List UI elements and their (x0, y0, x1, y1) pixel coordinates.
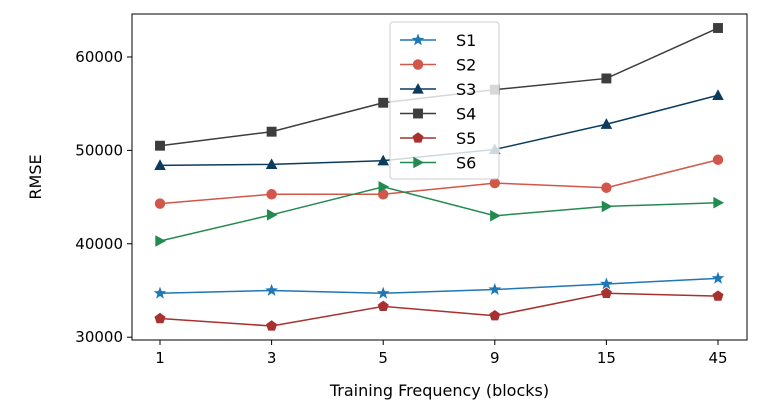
data-point-s6-3 (266, 209, 278, 221)
series-s6 (155, 181, 725, 247)
legend-label: S6 (456, 154, 476, 173)
x-tick-label: 5 (378, 349, 388, 367)
x-tick-label: 9 (490, 349, 500, 367)
data-point-s3-45 (712, 89, 724, 100)
data-point-s1-15 (600, 277, 613, 290)
data-point-s6-15 (601, 200, 613, 213)
data-point-s2-9 (489, 177, 501, 189)
series-line-s1 (159, 277, 719, 295)
data-point-s2-45 (712, 154, 724, 165)
data-point-s5-3 (266, 320, 278, 331)
data-point-s3-3 (265, 158, 278, 170)
legend-label: S3 (456, 80, 476, 99)
data-point-s2-15 (601, 182, 612, 193)
data-point-s6-45 (713, 196, 725, 209)
data-point-s4-15 (601, 73, 612, 84)
data-point-s6-9 (490, 209, 501, 222)
data-point-s2-3 (266, 189, 277, 200)
legend-label: S2 (456, 56, 476, 75)
data-point-s4-3 (266, 126, 277, 137)
data-point-s1-3 (265, 283, 278, 296)
series-line-s2 (159, 158, 719, 205)
data-point-s1-45 (711, 271, 725, 284)
series-s1 (153, 271, 725, 299)
data-point-s3-1 (154, 159, 166, 170)
data-point-s1-1 (153, 286, 167, 299)
legend-entry-s5: S5 (400, 129, 476, 148)
legend-marker-s6 (413, 156, 425, 169)
y-tick-label: 60000 (75, 48, 123, 66)
x-tick-label: 15 (597, 349, 616, 367)
series-s5 (154, 287, 724, 331)
data-point-s5-15 (600, 287, 612, 298)
data-point-s3-15 (600, 118, 613, 129)
x-tick-label: 45 (708, 349, 727, 367)
legend-label: S5 (456, 129, 476, 148)
legend-entry-s4: S4 (400, 105, 476, 124)
data-point-s2-1 (154, 198, 166, 209)
data-point-s4-45 (713, 23, 723, 33)
legend-entry-s6: S6 (400, 154, 476, 173)
data-point-s1-9 (488, 282, 502, 295)
data-point-s5-1 (154, 312, 166, 324)
data-point-s5-5 (377, 300, 389, 312)
y-axis-label: RMSE (26, 154, 45, 199)
plot-frame (131, 13, 748, 341)
data-point-s5-45 (712, 290, 724, 301)
data-point-s6-1 (155, 235, 167, 247)
legend-label: S1 (456, 31, 476, 50)
series-s2 (154, 154, 724, 209)
y-tick-label: 40000 (75, 235, 123, 253)
legend-marker-s1 (411, 33, 425, 46)
y-tick-label: 50000 (75, 141, 123, 159)
legend-entry-s2: S2 (400, 56, 476, 75)
y-tick-label: 30000 (75, 328, 123, 346)
legend-label: S4 (456, 105, 476, 124)
legend-marker-s5 (412, 132, 424, 143)
legend-marker-s2 (412, 59, 424, 70)
legend-entry-s1: S1 (400, 31, 476, 50)
data-point-s5-9 (489, 309, 501, 321)
legend-entry-s3: S3 (400, 80, 476, 99)
legend-marker-s4 (413, 108, 423, 119)
data-point-s4-5 (378, 97, 389, 108)
data-point-s4-1 (155, 140, 165, 151)
x-tick-label: 3 (267, 349, 277, 367)
legend-marker-s3 (412, 82, 424, 94)
series-line-s5 (159, 292, 719, 327)
x-tick-label: 1 (155, 349, 165, 367)
legend-box (389, 21, 500, 180)
series-line-s6 (159, 186, 719, 242)
x-axis-label: Training Frequency (blocks) (329, 381, 549, 400)
data-point-s1-5 (376, 286, 390, 299)
data-point-s6-5 (378, 181, 390, 193)
data-point-s3-5 (377, 154, 389, 166)
data-point-s2-5 (377, 189, 389, 200)
